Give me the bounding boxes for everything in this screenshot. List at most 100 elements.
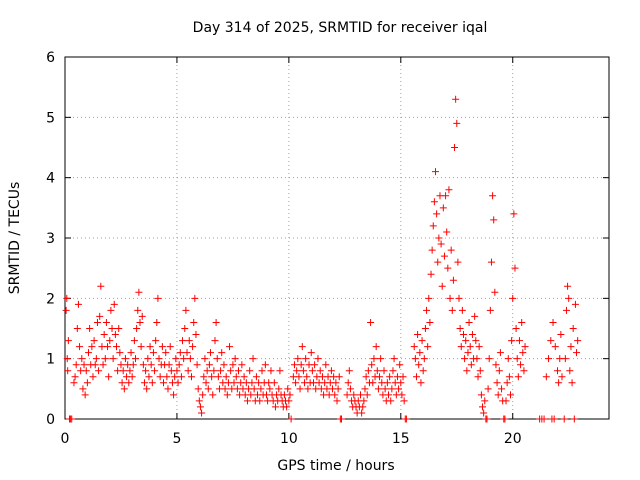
- data-point: [396, 361, 404, 369]
- data-point: [144, 355, 152, 363]
- data-point: [568, 379, 576, 387]
- data-point: [508, 337, 516, 345]
- data-point: [202, 379, 210, 387]
- data-point: [454, 258, 462, 266]
- data-point: [502, 397, 510, 405]
- data-point: [569, 325, 577, 332]
- data-point: [519, 349, 527, 357]
- data-point: [302, 355, 310, 363]
- data-point: [248, 379, 256, 387]
- data-point: [170, 391, 178, 399]
- data-point: [275, 385, 283, 393]
- data-point: [498, 385, 506, 393]
- data-point: [214, 373, 222, 381]
- data-point: [176, 349, 184, 357]
- data-point: [190, 318, 198, 326]
- data-point: [171, 373, 179, 381]
- data-point: [189, 343, 197, 351]
- data-point: [303, 373, 311, 381]
- data-point: [108, 325, 116, 332]
- data-point: [85, 349, 93, 357]
- data-point: [229, 361, 237, 369]
- data-points: [62, 95, 582, 423]
- data-point: [249, 355, 257, 363]
- data-point: [120, 385, 128, 393]
- data-point: [181, 325, 189, 332]
- data-point: [350, 391, 358, 399]
- data-point: [285, 397, 293, 405]
- data-point: [99, 361, 107, 369]
- data-point: [495, 367, 503, 375]
- data-point: [311, 361, 319, 369]
- data-point: [370, 355, 378, 363]
- data-point: [185, 337, 193, 345]
- data-point: [362, 373, 370, 381]
- data-point: [430, 198, 438, 206]
- data-point: [258, 367, 266, 375]
- data-point: [473, 355, 481, 363]
- data-point: [192, 331, 200, 339]
- data-point: [570, 415, 578, 423]
- data-point: [86, 325, 94, 332]
- data-point: [506, 391, 514, 399]
- data-point: [193, 361, 201, 369]
- data-point: [284, 385, 292, 393]
- data-point: [369, 379, 377, 387]
- data-point: [90, 337, 98, 345]
- data-point: [421, 325, 429, 332]
- data-point: [297, 361, 305, 369]
- data-point: [483, 415, 491, 423]
- data-point: [444, 264, 452, 272]
- data-point: [521, 343, 529, 351]
- data-point: [140, 379, 148, 387]
- data-point: [373, 367, 381, 375]
- data-point: [196, 403, 204, 411]
- data-point: [154, 294, 162, 302]
- data-point: [139, 361, 147, 369]
- data-point: [558, 373, 566, 381]
- data-point: [118, 379, 126, 387]
- data-point: [447, 246, 455, 254]
- data-point: [384, 391, 392, 399]
- data-point: [145, 373, 153, 381]
- data-point: [240, 373, 248, 381]
- data-point: [418, 337, 426, 345]
- data-point: [479, 403, 487, 411]
- data-point: [359, 403, 367, 411]
- data-point: [286, 391, 294, 399]
- data-point: [71, 373, 79, 381]
- data-point: [186, 355, 194, 363]
- data-point: [445, 186, 453, 194]
- data-point: [416, 349, 424, 357]
- data-point: [467, 361, 475, 369]
- data-point: [155, 355, 163, 363]
- data-point: [550, 415, 558, 423]
- data-point: [152, 337, 160, 345]
- data-point: [110, 300, 118, 308]
- data-point: [560, 415, 568, 423]
- data-point: [554, 367, 562, 375]
- data-point: [165, 361, 173, 369]
- data-point: [465, 318, 473, 326]
- data-point: [510, 210, 518, 218]
- data-point: [64, 337, 72, 345]
- data-point: [294, 355, 302, 363]
- data-point: [230, 379, 238, 387]
- x-tick-label: 15: [392, 431, 410, 447]
- data-point: [126, 367, 134, 375]
- data-point: [425, 294, 433, 302]
- data-point: [388, 385, 396, 393]
- data-point: [487, 258, 495, 266]
- data-point: [442, 192, 450, 200]
- data-point: [571, 300, 579, 308]
- data-point: [451, 144, 459, 151]
- data-point: [387, 397, 395, 405]
- data-point: [256, 397, 264, 405]
- data-point: [565, 294, 573, 302]
- data-point: [73, 325, 81, 332]
- data-point: [397, 379, 405, 387]
- data-point: [232, 373, 240, 381]
- data-point: [79, 385, 87, 393]
- data-point: [226, 343, 234, 351]
- data-point: [138, 312, 146, 320]
